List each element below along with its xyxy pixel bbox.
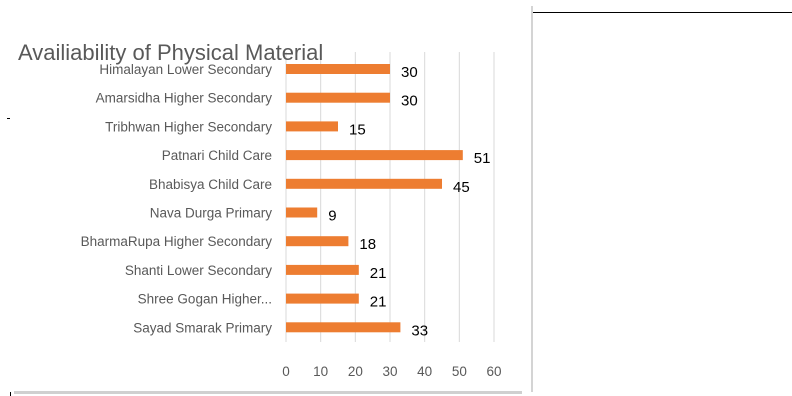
bar [286,293,359,304]
data-label: 15 [349,121,366,138]
category-label: Bhabisya Child Care [149,177,272,192]
data-label: 30 [401,93,418,110]
bar [286,92,391,103]
frame-left-tick [7,118,11,119]
category-label: Sayad Smarak Primary [133,320,272,335]
x-tick-label: 10 [313,364,328,379]
bar [286,207,318,218]
labels: 0 10 20 30 40 50 60 Himalayan Lower Secondary 30… [81,62,502,379]
bar [286,150,463,161]
category-label: Nava Durga Primary [150,206,273,221]
bar [286,264,359,275]
data-label: 51 [474,150,491,167]
chart-panel [10,6,532,392]
bar [286,178,443,189]
category-label: Tribhwan Higher Secondary [105,119,272,134]
chart-title: Availiability of Physical Material [18,40,323,65]
bar [286,121,339,132]
x-tick-label: 30 [382,364,397,379]
category-label: Himalayan Lower Secondary [99,62,272,77]
data-label: 18 [359,236,376,253]
bar [286,322,401,333]
data-label: 21 [370,294,387,311]
data-label: 45 [453,179,470,196]
bar [286,64,391,74]
data-label: 21 [370,265,387,282]
category-label: Patnari Child Care [162,148,272,163]
x-tick-label: 20 [348,364,363,379]
category-label: BharmaRupa Higher Secondary [81,234,273,249]
category-label: Shree Gogan Higher... [138,292,272,307]
bar [286,236,349,247]
category-label: Amarsidha Higher Secondary [96,91,273,106]
x-tick-label: 60 [486,364,501,379]
bars [286,64,463,333]
data-label: 30 [401,64,418,81]
panel-shadow-right [531,6,533,392]
x-tick-label: 50 [452,364,467,379]
data-label: 9 [328,208,336,225]
x-tick-label: 0 [282,364,290,379]
panel-shadow-bottom [14,391,522,394]
data-label: 33 [411,322,428,339]
x-tick-label: 40 [417,364,432,379]
category-label: Shanti Lower Secondary [125,263,272,278]
